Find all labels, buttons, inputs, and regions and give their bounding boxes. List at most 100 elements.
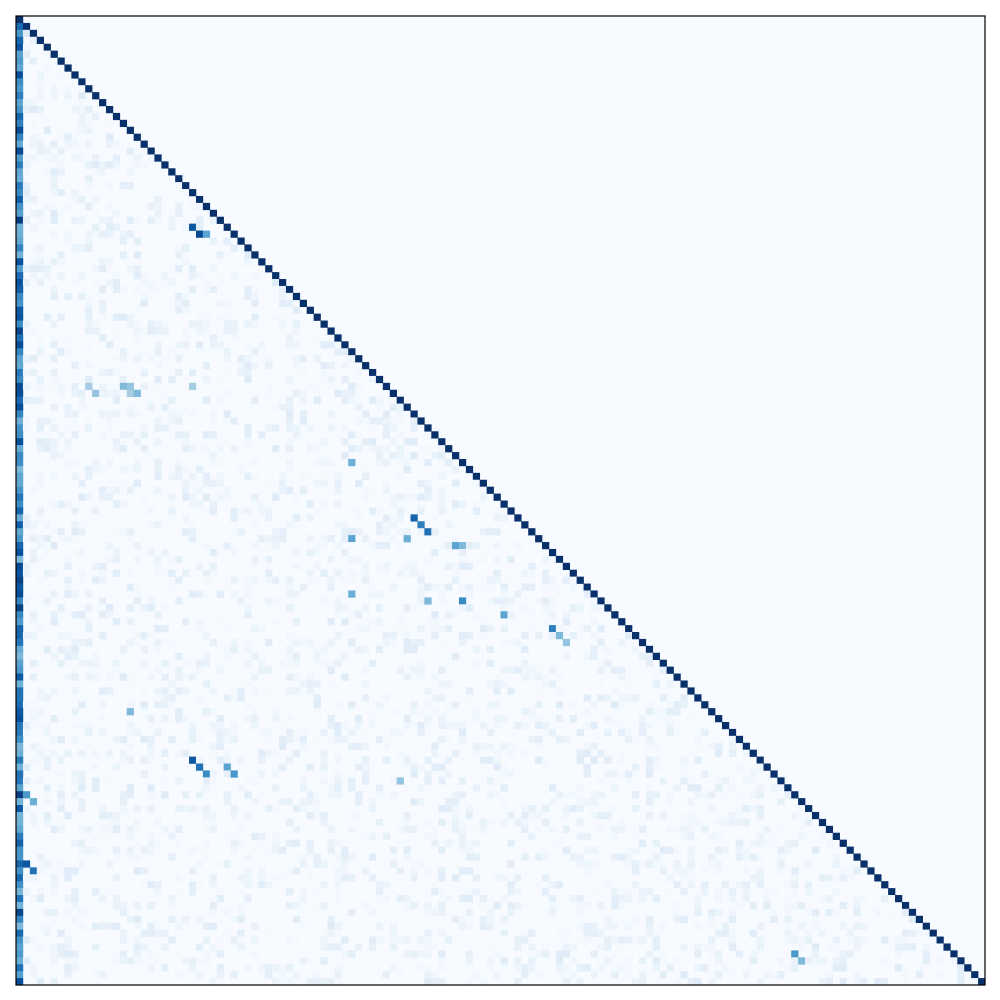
heatmap-cell [486,777,494,785]
heatmap-cell [445,721,453,730]
heatmap-cell [126,915,134,924]
heatmap-cell [507,687,515,695]
heatmap-cell [244,583,252,591]
heatmap-cell [618,888,626,896]
heatmap-cell [313,694,321,702]
heatmap-cell [99,389,107,397]
heatmap-cell [230,811,238,820]
heatmap-cell [334,472,342,481]
heatmap-cell [147,189,155,197]
heatmap-cell [396,410,404,418]
heatmap-cell [299,888,307,896]
heatmap-cell [368,708,377,716]
heatmap-cell [548,728,557,737]
heatmap-cell [334,770,342,778]
heatmap-cell [320,978,328,986]
heatmap-cell [182,189,190,197]
heatmap-cell [36,507,44,515]
heatmap-cell [687,687,695,695]
heatmap-cell [244,438,252,446]
heatmap-cell [825,825,834,834]
heatmap-cell [16,666,24,674]
heatmap-cell [673,881,681,889]
heatmap-cell [99,431,107,439]
heatmap-cell [721,777,730,785]
heatmap-cell [36,895,44,903]
heatmap-cell [133,590,141,598]
heatmap-cell [493,514,501,522]
heatmap-cell [36,625,44,633]
heatmap-cell [126,680,134,688]
heatmap-cell [71,721,79,730]
heatmap-cell [811,950,820,958]
heatmap-cell [694,922,702,930]
heatmap-cell [147,202,155,211]
heatmap-cell [355,479,363,487]
heatmap-cell [625,922,633,930]
heatmap-cell [230,936,238,944]
heatmap-cell [251,922,259,930]
heatmap-cell [355,431,363,439]
heatmap-cell [244,292,252,301]
heatmap-cell [666,721,674,730]
heatmap-cell [43,728,51,737]
heatmap-cell [251,673,259,681]
heatmap-cell [458,846,467,854]
heatmap-cell [265,964,273,972]
heatmap-cell [507,597,515,605]
heatmap-cell [542,583,550,591]
heatmap-cell [562,791,571,799]
heatmap-cell [16,154,24,162]
heatmap-cell [43,721,51,730]
heatmap-cell [92,749,100,757]
heatmap-cell [299,784,307,792]
heatmap-cell [223,438,231,446]
heatmap-cell [687,749,695,757]
heatmap-cell [126,756,134,764]
heatmap-cell [285,728,294,737]
heatmap-cell [29,244,38,252]
heatmap-cell [126,313,134,321]
heatmap-cell [320,479,328,487]
heatmap-cell [216,971,224,979]
heatmap-cell [202,770,211,778]
heatmap-cell [375,590,384,598]
heatmap-cell [728,742,737,750]
heatmap-cell [355,763,363,771]
heatmap-cell [355,569,363,577]
heatmap-cell [71,528,79,536]
heatmap-cell [375,701,384,709]
heatmap-cell [85,126,93,134]
heatmap-cell [230,721,238,730]
heatmap-cell [472,542,481,550]
heatmap-cell [472,708,481,716]
heatmap-cell [521,632,529,640]
heatmap-cell [189,957,197,965]
heatmap-cell [334,569,342,577]
heatmap-cell [43,431,51,439]
heatmap-cell [348,431,356,439]
heatmap-cell [659,846,667,854]
heatmap-cell [320,756,328,764]
heatmap-cell [16,687,24,695]
heatmap-cell [382,479,391,487]
heatmap-cell [16,417,24,425]
heatmap-cell [57,929,65,937]
heatmap-cell [168,853,176,861]
heatmap-cell [368,368,377,377]
heatmap-cell [154,438,162,446]
heatmap-cell [839,957,847,965]
heatmap-cell [265,542,273,550]
heatmap-cell [645,922,654,930]
heatmap-cell [112,368,121,377]
heatmap-cell [202,327,211,335]
heatmap-cell [576,908,584,917]
heatmap-cell [382,528,391,536]
heatmap-cell [251,625,259,633]
heatmap-cell [632,694,640,702]
heatmap-cell [36,943,44,951]
heatmap-cell [500,874,508,882]
heatmap-cell [29,154,38,162]
heatmap-cell [382,853,391,861]
heatmap-cell [583,929,591,937]
